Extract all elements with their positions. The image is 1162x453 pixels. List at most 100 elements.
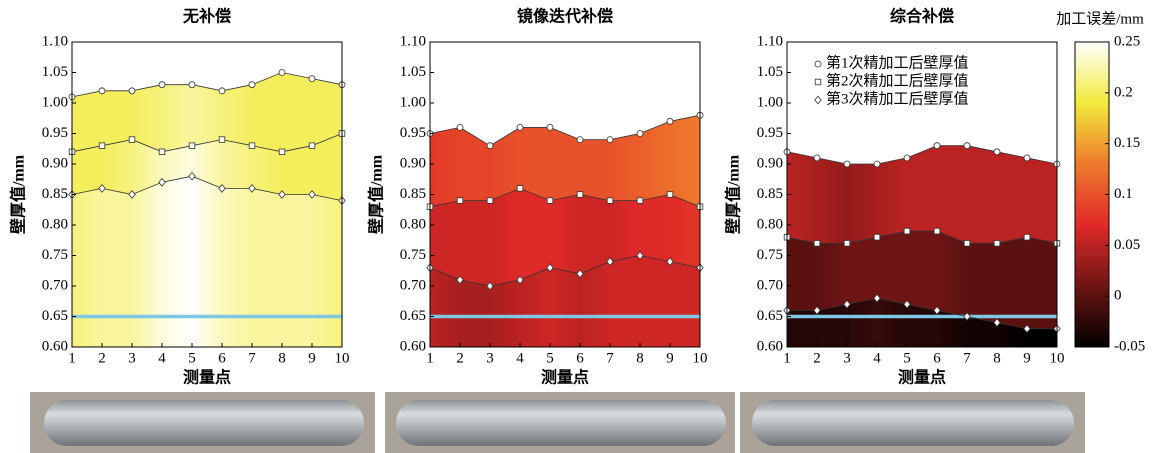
marker [993,240,1001,247]
marker [993,148,1001,156]
marker [873,160,881,168]
y-tick-label: 1.00 [42,94,68,110]
marker [308,75,316,82]
error-band [72,176,342,347]
marker [248,183,256,193]
marker [546,197,554,204]
error-band [72,133,342,201]
marker [456,124,464,131]
x-tick-label: 8 [636,350,644,366]
y-tick-label: 0.95 [757,125,783,141]
marker [128,190,136,199]
y-tick-label: 0.60 [42,338,68,354]
marker [1023,154,1031,162]
y-tick-label: 1.10 [757,33,783,49]
marker [486,281,494,291]
marker [576,191,584,198]
marker [873,293,881,303]
marker [813,305,821,315]
x-tick-label: 9 [308,350,316,366]
marker [278,190,286,199]
marker [933,305,941,315]
y-tick-label: 0.70 [757,277,783,293]
x-axis-label: 测量点 [898,368,946,387]
y-tick-label: 0.70 [400,277,426,293]
marker [188,171,196,181]
marker [814,78,822,86]
marker [606,197,614,204]
x-tick-label: 8 [993,350,1001,366]
marker [813,154,821,162]
error-band [72,72,342,152]
photos [30,392,1085,453]
marker [278,69,286,76]
y-tick-label: 0.85 [42,186,68,202]
marker [666,191,674,198]
marker [308,190,316,199]
marker [248,142,256,149]
legend-label: 第2次精加工后壁厚值 [826,71,969,89]
marker [606,136,614,144]
x-tick-label: 6 [576,350,584,366]
marker [843,160,851,168]
y-tick-label: 0.90 [400,155,426,171]
marker [666,257,674,267]
marker [963,142,971,150]
series-line [71,72,343,98]
colorbar-tick-label: 0.25 [1114,33,1140,49]
error-band [787,298,1057,347]
error-band [430,255,700,347]
x-tick-label: 6 [933,350,941,366]
x-tick-label: 4 [516,350,524,366]
x-tick-label: 10 [335,350,350,366]
x-tick-label: 4 [873,350,881,366]
marker [158,177,166,187]
y-tick-label: 0.85 [757,186,783,202]
colorbar-tick-label: 0 [1114,288,1122,304]
y-tick-label: 1.05 [400,64,426,80]
marker [843,299,851,309]
x-tick-label: 2 [456,350,464,366]
marker [903,299,911,309]
series-line [429,114,701,147]
legend-label: 第3次精加工后壁厚值 [826,89,969,107]
legend-label: 第1次精加工后壁厚值 [826,53,969,71]
colorbar-tick-label: 0.15 [1114,135,1140,151]
x-tick-label: 4 [158,350,166,366]
x-tick-label: 5 [903,350,911,366]
x-tick-label: 7 [248,350,256,366]
marker [158,148,166,155]
x-tick-label: 1 [783,350,791,366]
x-tick-label: 5 [188,350,196,366]
marker [98,183,106,193]
marker [903,154,911,162]
marker [98,142,106,149]
marker [546,263,554,273]
x-tick-label: 7 [963,350,971,366]
x-tick-label: 9 [666,350,674,366]
marker [456,197,464,204]
y-axis-label: 壁厚值/mm [724,154,743,234]
marker [486,142,494,150]
series-line [786,145,1058,165]
y-tick-label: 0.85 [400,186,426,202]
x-axis-label: 测量点 [541,368,589,387]
series-line [787,297,1057,330]
series-line [429,187,701,208]
marker [606,257,614,267]
marker [903,227,911,235]
chart-title: 镜像迭代补偿 [517,7,613,26]
series-line [71,133,343,153]
marker [1023,233,1031,241]
colorbar-tick-label: -0.05 [1114,338,1145,354]
marker [814,60,822,68]
marker [98,87,106,95]
y-tick-label: 0.75 [757,247,783,263]
y-tick-label: 0.80 [757,216,783,232]
y-tick-label: 0.90 [757,155,783,171]
y-tick-label: 1.10 [42,33,68,49]
y-tick-label: 0.65 [757,308,783,324]
y-tick-label: 0.65 [400,308,426,324]
error-band [430,188,700,286]
marker [128,87,136,95]
